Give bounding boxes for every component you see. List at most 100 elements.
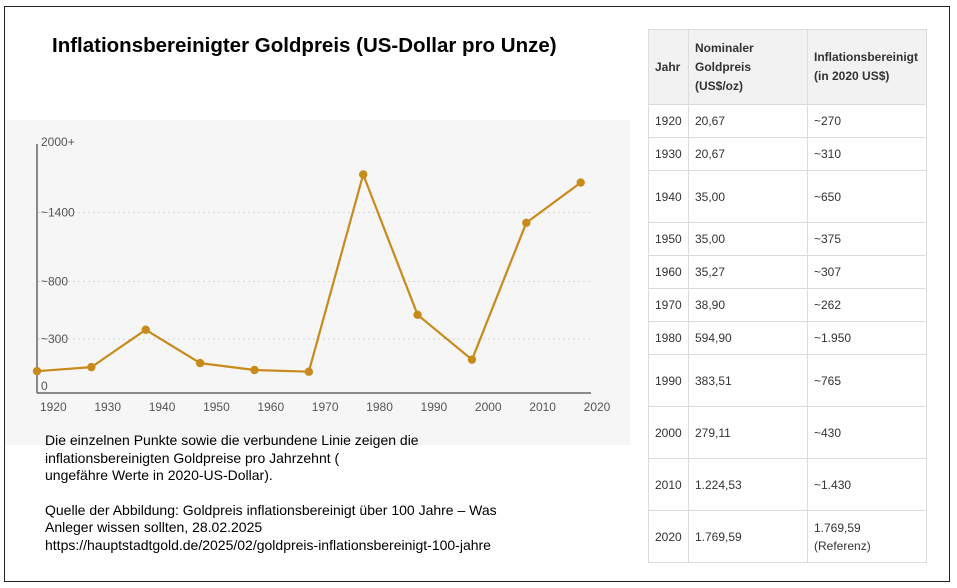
cell-year: 1960: [648, 255, 689, 289]
x-tick-label: 1920: [40, 400, 67, 414]
cell-year: 2000: [648, 406, 689, 459]
table-row: 1980 594,90 ~1.950: [648, 321, 927, 355]
x-tick-label: 1960: [257, 400, 284, 414]
x-tick-label: 1940: [149, 400, 176, 414]
data-point: [87, 362, 96, 372]
cell-year: 1990: [648, 354, 689, 407]
data-point: [32, 366, 42, 376]
cell-adjusted-line: ~765: [814, 373, 842, 388]
cell-adjusted: ~262: [807, 288, 927, 322]
cell-nominal: 20,67: [688, 104, 808, 138]
data-point: [576, 178, 585, 187]
cell-nominal: 594,90: [688, 321, 808, 355]
cell-nominal: 35,27: [688, 255, 808, 289]
cell-adjusted: ~1.950: [807, 321, 927, 355]
cell-adjusted: ~307: [807, 255, 927, 289]
x-tick-label: 2010: [529, 400, 556, 414]
table-row: 2000 279,11 ~430: [648, 406, 927, 459]
y-tick-label: 2000+: [41, 135, 75, 149]
data-point: [141, 325, 150, 334]
data-point: [467, 355, 477, 364]
cell-nominal: 35,00: [688, 222, 808, 256]
series-line: [36, 173, 582, 373]
cell-adjusted-line: ~1.430: [814, 477, 852, 492]
cell-adjusted-line: (Referenz): [814, 538, 871, 553]
chart-description: Die einzelnen Punkte sowie die verbunden…: [45, 432, 585, 554]
cell-year: 1930: [648, 137, 689, 171]
table-row: 1950 35,00 ~375: [648, 222, 927, 256]
header-adjusted-line: Inflationsbereinigt: [814, 50, 919, 64]
header-nominal-line: Goldpreis: [695, 59, 752, 74]
cell-nominal: 279,11: [688, 406, 808, 459]
cell-adjusted: ~310: [807, 137, 927, 171]
cell-nominal: 20,67: [688, 137, 808, 171]
cell-year: 1970: [648, 288, 689, 322]
page-title: Inflationsbereinigter Goldpreis (US-Doll…: [52, 34, 557, 57]
source-line: Quelle der Abbildung: Goldpreis inflatio…: [45, 501, 497, 518]
data-point: [413, 310, 422, 319]
x-tick-label: 1930: [94, 400, 121, 414]
cell-adjusted-line: ~270: [814, 114, 842, 128]
cell-nominal: 1.769,59: [688, 510, 808, 563]
source-line: Anleger wissen sollten, 28.02.2025: [45, 519, 263, 535]
x-tick-label: 1970: [312, 400, 339, 414]
cell-year: 1920: [648, 104, 689, 138]
cell-adjusted-line: ~375: [814, 232, 842, 246]
header-adjusted-line: (in 2020 US$): [814, 69, 890, 83]
cell-adjusted: 1.769,59 (Referenz): [807, 510, 927, 563]
description-spacer: [45, 485, 585, 502]
cell-year: 1980: [648, 321, 689, 355]
header-adjusted: Inflationsbereinigt (in 2020 US$): [807, 29, 927, 105]
table-row: 1990 383,51 ~765: [648, 354, 927, 407]
cell-nominal: 35,00: [688, 170, 808, 223]
description-line: Die einzelnen Punkte sowie die verbunden…: [45, 432, 419, 448]
gold-price-table: Jahr Nominaler Goldpreis (US$/oz) Inflat…: [648, 29, 927, 563]
data-point: [359, 170, 368, 179]
cell-adjusted-line: ~1.950: [814, 331, 852, 345]
cell-adjusted-line: ~430: [814, 425, 842, 440]
cell-adjusted-line: 1.769,59: [814, 520, 861, 535]
data-point: [195, 358, 205, 368]
data-point: [304, 367, 314, 376]
data-point: [522, 218, 531, 227]
x-tick-label: 1950: [203, 400, 230, 414]
cell-year: 1940: [648, 170, 689, 223]
x-tick-label: 1980: [366, 400, 393, 414]
table-row: 1930 20,67 ~310: [648, 137, 927, 171]
table-row: 1970 38,90 ~262: [648, 288, 927, 322]
cell-year: 1950: [648, 222, 689, 256]
y-tick-label: 0: [41, 379, 48, 393]
y-tick-label: ~800: [41, 274, 68, 288]
x-tick-label: 2020: [584, 400, 611, 414]
table-header-row: Jahr Nominaler Goldpreis (US$/oz) Inflat…: [648, 29, 927, 105]
chart-panel: [5, 120, 630, 445]
header-nominal: Nominaler Goldpreis (US$/oz): [688, 29, 808, 105]
y-tick-label: ~300: [41, 332, 68, 346]
x-tick-label: 1990: [421, 400, 448, 414]
source-line: https://hauptstadtgold.de/2025/02/goldpr…: [45, 536, 491, 553]
cell-adjusted: ~375: [807, 222, 927, 256]
figure-frame: [4, 6, 950, 582]
table-row: 2010 1.224,53 ~1.430: [648, 458, 927, 511]
header-nominal-line: (US$/oz): [695, 78, 743, 93]
description-line: ungefähre Werte in 2020-US-Dollar).: [45, 467, 273, 483]
table-row: 1960 35,27 ~307: [648, 255, 927, 289]
cell-year: 2020: [648, 510, 689, 563]
cell-adjusted: ~270: [807, 104, 927, 138]
header-nominal-line: Nominaler: [695, 40, 754, 55]
cell-nominal: 1.224,53: [688, 458, 808, 511]
table-row: 1940 35,00 ~650: [648, 170, 927, 223]
cell-adjusted-line: ~262: [814, 298, 842, 312]
cell-nominal: 383,51: [688, 354, 808, 407]
table-row: 1920 20,67 ~270: [648, 104, 927, 138]
cell-adjusted-line: ~307: [814, 265, 842, 279]
cell-year: 2010: [648, 458, 689, 511]
description-line: inflationsbereinigten Goldpreise pro Jah…: [45, 449, 340, 466]
cell-adjusted: ~1.430: [807, 458, 927, 511]
cell-adjusted: ~765: [807, 354, 927, 407]
header-year: Jahr: [648, 29, 689, 105]
table-row: 2020 1.769,59 1.769,59 (Referenz): [648, 510, 927, 563]
cell-adjusted: ~650: [807, 170, 927, 223]
gold-price-line-chart: 0 ~300 ~800 ~1400 2000+ 1920 1930 1940 1950 1960 1…: [32, 135, 611, 414]
data-point: [250, 365, 259, 375]
